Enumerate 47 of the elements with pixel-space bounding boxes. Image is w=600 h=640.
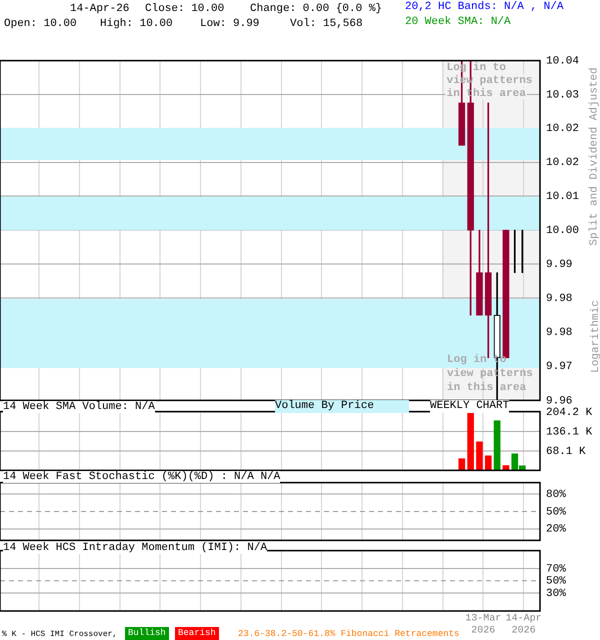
text: Low: 9.99 [200,18,260,31]
text: 23.6-38.2-50-61.8% Fibonacci Retracements [238,628,460,640]
text: 20,2 HC Bands: N/A , N/A [405,1,564,14]
y-tick-label: 136.1 K [546,426,593,438]
text: Open: 10.00 [4,18,77,31]
y-tick-label: 9.98 [546,327,572,340]
annotation: WEEKLY CHART [430,400,510,413]
y-tick-label: 70% [546,564,566,576]
y-tick-label: 9.99 [546,259,572,272]
text: Split and Dividend Adjusted [588,67,600,246]
y-tick-label: 9.98 [546,293,572,306]
bar [467,412,474,470]
bar [502,465,510,470]
y-tick-label: 50% [546,506,566,518]
x-tick-label: 13-Mar 2026 [465,614,502,637]
y-tick-label: 10.02 [546,123,580,136]
y-tick-label: 10.03 [546,89,580,102]
text: Change: 0.00 {0.0 %} [250,3,382,16]
text: Logarithmic [590,300,600,373]
chart-title: 14 Week SMA Volume: N/A [3,401,155,413]
text: % K - HCS IMI Crossover, [2,629,118,640]
text: 20 Week SMA: N/A [405,16,511,29]
y-tick-label: 50% [546,576,566,588]
y-tick-label: 204.2 K [546,407,593,420]
x-tick-label: 14-Apr 2026 [506,614,542,637]
y-tick-label: 10.02 [546,157,580,170]
text: Vol: 15,568 [290,18,363,31]
text: High: 10.00 [100,18,173,31]
bar [494,420,500,470]
y-tick-label: 9.97 [546,361,572,374]
text: Close: 10.00 [145,3,224,16]
y-tick-label: 30% [546,588,566,600]
chart-title: 14 Week Fast Stochastic (%K)(%D) : N/A N/A [3,471,280,483]
bar [484,456,492,470]
y-tick-label: 10.04 [546,56,580,68]
y-tick-label: 10.01 [546,191,580,204]
text: Bearish [175,627,219,640]
y-tick-label: 10.00 [546,225,580,238]
y-tick-label: 9.96 [546,395,572,408]
y-tick-label: 20% [546,524,566,536]
text: Bullish [125,627,169,640]
text: 14-Apr-26 [70,3,130,16]
y-tick-label: 68.1 K [546,446,586,458]
annotation: Volume By Price [275,400,410,413]
bar [476,442,483,470]
y-tick-label: 80% [546,489,566,502]
chart-title: 14 Week HCS Intraday Momentum (IMI): N/A [3,542,268,554]
